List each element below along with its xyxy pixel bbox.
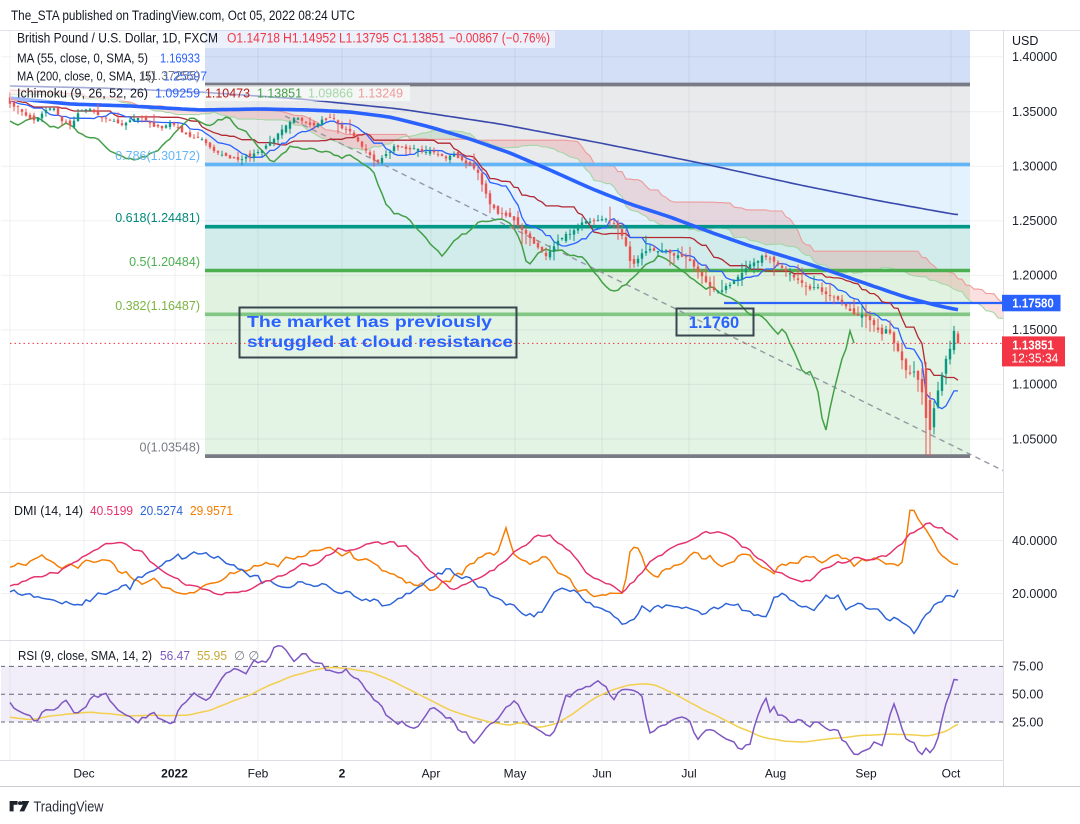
svg-text:1.13249: 1.13249	[358, 86, 403, 101]
svg-text:Feb: Feb	[248, 767, 269, 781]
svg-text:20.0000: 20.0000	[1012, 587, 1057, 601]
svg-text:1.13851: 1.13851	[257, 86, 302, 101]
svg-text:1.13851: 1.13851	[1012, 339, 1054, 353]
svg-text:55.95: 55.95	[197, 649, 227, 663]
svg-text:H1.14952: H1.14952	[283, 31, 336, 46]
svg-text:25.00: 25.00	[1012, 715, 1043, 729]
svg-text:12:35:34: 12:35:34	[1011, 352, 1058, 366]
svg-text:L1.13795: L1.13795	[339, 31, 389, 46]
svg-text:1.25597: 1.25597	[163, 69, 207, 84]
svg-text:MA (55, close, 0, SMA, 5): MA (55, close, 0, SMA, 5)	[17, 51, 148, 66]
svg-text:0.382(1.16487): 0.382(1.16487)	[115, 299, 200, 313]
svg-text:1.17580: 1.17580	[1012, 297, 1054, 311]
svg-text:RSI (9, close, SMA, 14, 2): RSI (9, close, SMA, 14, 2)	[18, 649, 152, 663]
svg-text:29.9571: 29.9571	[190, 504, 233, 518]
svg-text:1.40000: 1.40000	[1012, 50, 1057, 64]
svg-text:2: 2	[339, 767, 346, 781]
svg-text:1.16933: 1.16933	[160, 51, 200, 66]
svg-text:May: May	[504, 767, 527, 781]
svg-text:Jun: Jun	[592, 767, 611, 781]
svg-text:Dec: Dec	[73, 767, 94, 781]
svg-text:Sep: Sep	[855, 767, 877, 781]
svg-text:Ichimoku (9, 26, 52, 26): Ichimoku (9, 26, 52, 26)	[17, 86, 148, 101]
svg-text:50.00: 50.00	[1012, 688, 1043, 702]
svg-text:1.05000: 1.05000	[1012, 432, 1057, 446]
svg-text:0.618(1.24481): 0.618(1.24481)	[115, 211, 200, 225]
svg-text:∅ ∅: ∅ ∅	[234, 649, 259, 663]
svg-text:Oct: Oct	[942, 767, 961, 781]
svg-text:1.10000: 1.10000	[1012, 378, 1057, 392]
svg-text:1.15000: 1.15000	[1012, 323, 1057, 337]
svg-text:0(1.03548): 0(1.03548)	[140, 441, 200, 455]
svg-text:Aug: Aug	[765, 767, 786, 781]
svg-text:DMI (14, 14): DMI (14, 14)	[14, 504, 83, 518]
svg-text:20.5274: 20.5274	[140, 504, 183, 518]
svg-text:−0.00867 (−0.76%): −0.00867 (−0.76%)	[449, 31, 550, 46]
svg-text:1.09259: 1.09259	[155, 86, 200, 101]
svg-text:1.25000: 1.25000	[1012, 214, 1057, 228]
svg-text:75.00: 75.00	[1012, 660, 1043, 674]
svg-text:40.5199: 40.5199	[90, 504, 133, 518]
svg-text:USD: USD	[1012, 34, 1038, 48]
svg-text:struggled at cloud resistance: struggled at cloud resistance	[247, 334, 513, 351]
svg-text:British Pound / U.S. Dollar, 1: British Pound / U.S. Dollar, 1D, FXCM	[17, 31, 218, 46]
svg-text:The market has previously: The market has previously	[247, 314, 492, 331]
svg-text:1.35000: 1.35000	[1012, 105, 1057, 119]
svg-text:TradingView: TradingView	[34, 799, 104, 816]
svg-text:Apr: Apr	[422, 767, 441, 781]
svg-text:0.5(1.20484): 0.5(1.20484)	[129, 255, 200, 269]
svg-text:1.20000: 1.20000	[1012, 269, 1057, 283]
svg-text:O1.14718: O1.14718	[227, 31, 280, 46]
svg-text:0.786(1.30172): 0.786(1.30172)	[115, 149, 200, 163]
svg-text:MA (200, close, 0, SMA, 15): MA (200, close, 0, SMA, 15)	[17, 69, 155, 84]
svg-text:1.1760: 1.1760	[689, 314, 739, 332]
svg-text:1.30000: 1.30000	[1012, 160, 1057, 174]
svg-text:40.0000: 40.0000	[1012, 534, 1057, 548]
svg-text:56.47: 56.47	[160, 649, 190, 663]
svg-text:The_STA published on TradingVi: The_STA published on TradingView.com, Oc…	[11, 8, 355, 23]
svg-text:2022: 2022	[161, 767, 188, 781]
svg-text:C1.13851: C1.13851	[393, 31, 445, 46]
svg-text:1.09866: 1.09866	[308, 86, 353, 101]
svg-text:Jul: Jul	[681, 767, 696, 781]
svg-text:1(1.37255): 1(1.37255)	[140, 69, 200, 83]
svg-text:1.10473: 1.10473	[205, 86, 250, 101]
